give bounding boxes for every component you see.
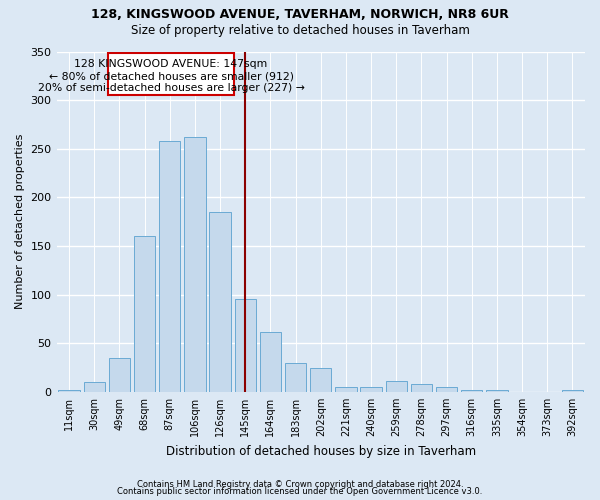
Bar (83, 382, 105, 392)
Bar (436, 387, 457, 392)
Bar (235, 298, 256, 392)
Text: Contains HM Land Registry data © Crown copyright and database right 2024.: Contains HM Land Registry data © Crown c… (137, 480, 463, 489)
Text: 20% of semi-detached houses are larger (227) →: 20% of semi-detached houses are larger (… (38, 83, 304, 93)
X-axis label: Distribution of detached houses by size in Taverham: Distribution of detached houses by size … (166, 444, 476, 458)
Bar (134, 236, 155, 392)
Bar (159, 141, 181, 392)
Bar (411, 384, 432, 392)
Bar (260, 332, 281, 392)
Bar (109, 358, 130, 392)
Bar (486, 390, 508, 392)
Bar (184, 137, 206, 392)
Bar (310, 368, 331, 392)
Y-axis label: Number of detached properties: Number of detached properties (15, 134, 25, 310)
Bar (562, 390, 583, 392)
Text: 128, KINGSWOOD AVENUE, TAVERHAM, NORWICH, NR8 6UR: 128, KINGSWOOD AVENUE, TAVERHAM, NORWICH… (91, 8, 509, 20)
Text: 128 KINGSWOOD AVENUE: 147sqm: 128 KINGSWOOD AVENUE: 147sqm (74, 60, 268, 70)
Text: Contains public sector information licensed under the Open Government Licence v3: Contains public sector information licen… (118, 488, 482, 496)
Bar (361, 387, 382, 392)
Bar (461, 390, 482, 392)
Bar (335, 387, 356, 392)
Bar (386, 381, 407, 392)
Text: ← 80% of detached houses are smaller (912): ← 80% of detached houses are smaller (91… (49, 71, 293, 81)
Bar (58, 390, 80, 392)
Text: Size of property relative to detached houses in Taverham: Size of property relative to detached ho… (131, 24, 469, 37)
Bar (285, 363, 307, 392)
Bar (209, 212, 231, 392)
FancyBboxPatch shape (108, 54, 234, 96)
